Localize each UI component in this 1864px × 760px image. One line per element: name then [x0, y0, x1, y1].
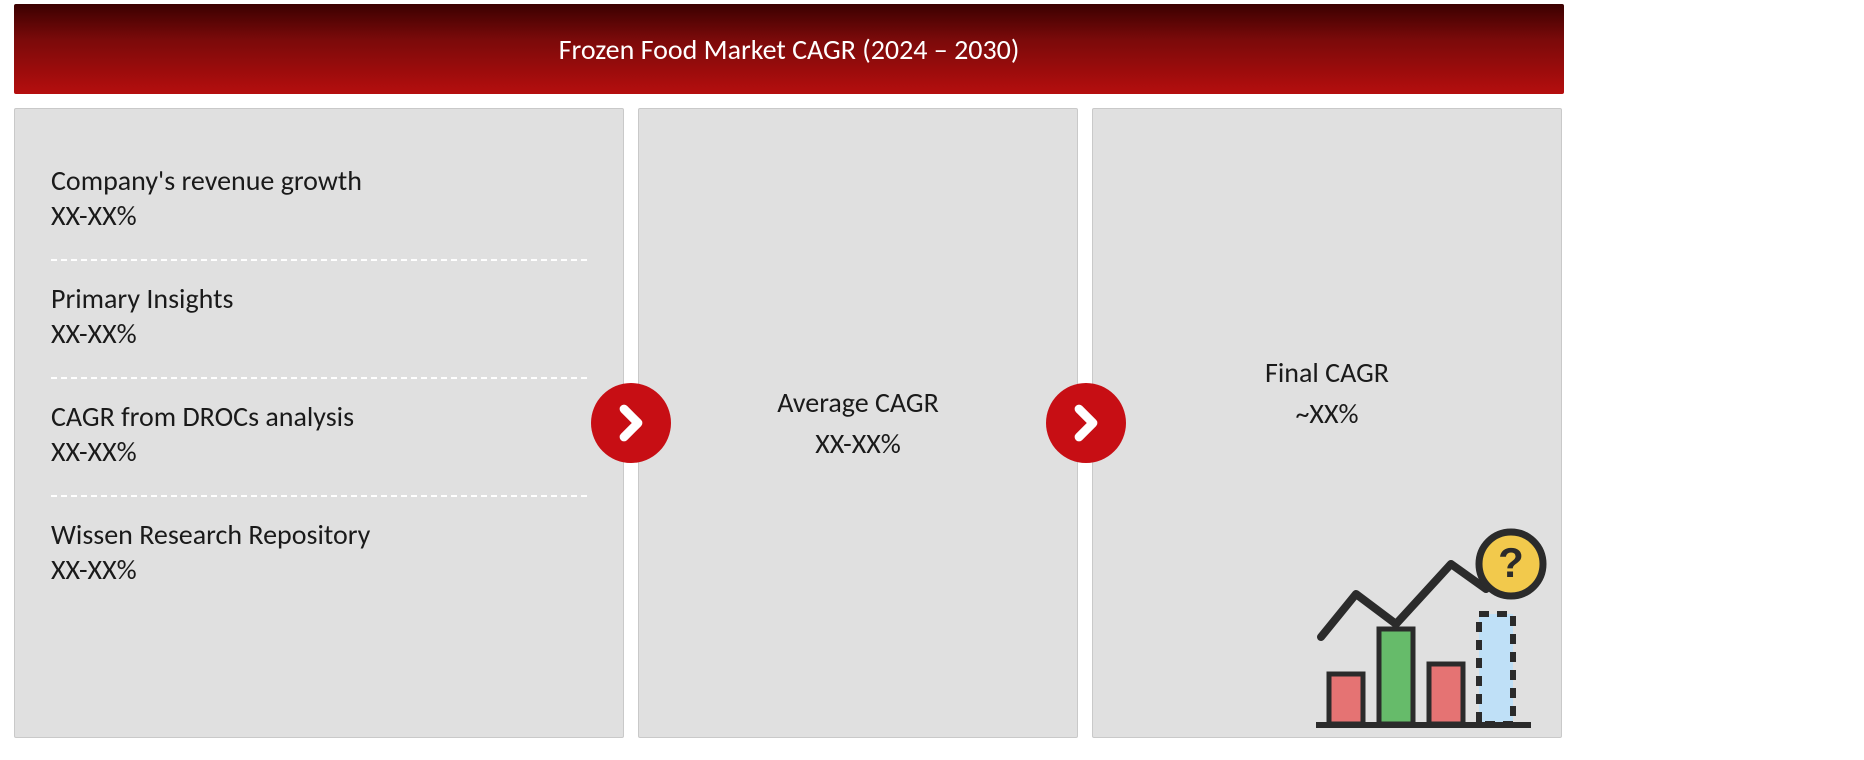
divider: [51, 495, 587, 497]
right-panel: Final CAGR ~XX% ?: [1092, 108, 1562, 738]
header-title: Frozen Food Market CAGR (2024 – 2030): [559, 32, 1020, 67]
bar-icon: [1329, 674, 1363, 724]
left-panel: Company's revenue growth XX-XX% Primary …: [14, 108, 624, 738]
divider: [51, 377, 587, 379]
item-label: CAGR from DROCs analysis: [51, 399, 587, 434]
item-value: XX-XX%: [51, 198, 587, 233]
divider: [51, 259, 587, 261]
bar-icon: [1379, 629, 1413, 724]
arrow-icon: [591, 383, 671, 463]
question-mark-icon: ?: [1498, 539, 1524, 586]
item-value: XX-XX%: [51, 316, 587, 351]
item-value: XX-XX%: [51, 434, 587, 469]
item-label: Primary Insights: [51, 281, 587, 316]
chart-icon: ?: [1301, 519, 1551, 729]
list-item: Wissen Research Repository XX-XX%: [51, 503, 587, 607]
item-value: XX-XX%: [51, 552, 587, 587]
right-value: ~XX%: [1265, 396, 1389, 431]
item-label: Wissen Research Repository: [51, 517, 587, 552]
header-banner: Frozen Food Market CAGR (2024 – 2030): [14, 4, 1564, 94]
mid-title: Average CAGR: [777, 385, 939, 420]
arrow-icon: [1046, 383, 1126, 463]
list-item: CAGR from DROCs analysis XX-XX%: [51, 385, 587, 489]
body-row: Company's revenue growth XX-XX% Primary …: [14, 108, 1564, 738]
bar-dashed-icon: [1479, 614, 1513, 724]
mid-value: XX-XX%: [815, 426, 901, 461]
list-item: Company's revenue growth XX-XX%: [51, 149, 587, 253]
bar-icon: [1429, 664, 1463, 724]
item-label: Company's revenue growth: [51, 163, 587, 198]
zigzag-line-icon: [1321, 564, 1486, 637]
list-item: Primary Insights XX-XX%: [51, 267, 587, 371]
mid-panel: Average CAGR XX-XX%: [638, 108, 1078, 738]
right-title: Final CAGR: [1265, 355, 1389, 390]
